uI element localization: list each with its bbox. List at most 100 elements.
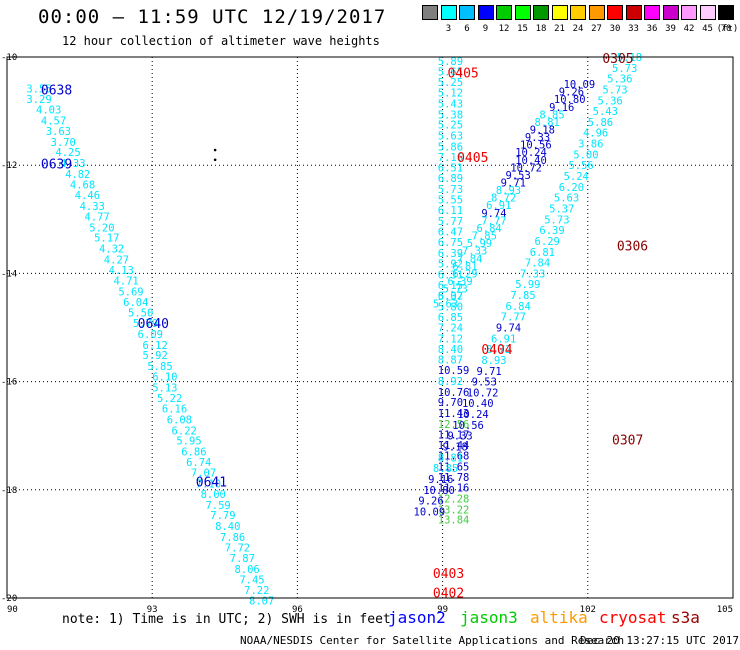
- wave-height-label: 8.40: [438, 344, 463, 356]
- color-scale-label: 18: [535, 24, 547, 34]
- wave-height-label: 7.59: [205, 500, 230, 512]
- wave-height-label: 5.18: [617, 52, 642, 64]
- pass-time-label: 0403: [433, 567, 464, 582]
- wave-height-label: 5.36: [597, 95, 622, 107]
- y-tick-label: -14: [1, 269, 17, 279]
- color-scale-label: 15: [517, 24, 528, 34]
- wave-height-label: 7.24: [438, 323, 463, 335]
- wave-height-label: 4.77: [84, 212, 109, 224]
- wave-height-label: 7.84: [525, 258, 550, 270]
- wave-height-label: 10.24: [457, 409, 489, 421]
- wave-height-label: 8.81: [438, 452, 463, 464]
- wave-height-label: 5.63: [438, 130, 463, 142]
- wave-height-label: 8.92: [438, 376, 463, 388]
- wave-height-label: 9.53: [506, 170, 531, 182]
- wave-height-label: 6.47: [438, 227, 463, 239]
- wave-height-label: 6.31: [438, 269, 463, 281]
- wave-height-label: 7.33: [520, 268, 545, 280]
- pass-time-label: 0405: [457, 151, 488, 166]
- wave-height-label: 4.46: [75, 190, 100, 202]
- wave-height-label: 5.69: [118, 286, 143, 298]
- wave-height-label: 7.33: [462, 246, 487, 258]
- wave-height-label: 5.63: [554, 193, 579, 205]
- wave-height-label: 5.00: [573, 149, 598, 161]
- wave-height-label: 9.74: [481, 208, 506, 220]
- wave-height-label: 6.81: [452, 261, 477, 273]
- wave-height-label: 10.09: [564, 79, 596, 91]
- pass-time-label: 0405: [447, 67, 478, 82]
- color-swatch: [607, 5, 623, 20]
- color-scale-label: 21: [554, 24, 565, 34]
- color-swatch: [625, 5, 642, 20]
- wave-height-label: 9.53: [472, 377, 497, 389]
- wave-height-label: 8.00: [201, 489, 226, 501]
- wave-height-label: 6.84: [476, 223, 501, 235]
- wave-height-label: 10.40: [515, 155, 547, 167]
- wave-height-label: 4.68: [70, 180, 95, 192]
- pass-time-label: 0641: [196, 476, 227, 491]
- wave-height-label: 5.38: [438, 109, 463, 121]
- wave-height-label: 6.09: [138, 329, 163, 341]
- x-tick-label: 90: [7, 605, 18, 615]
- color-swatch: [588, 5, 605, 20]
- color-scale-label: 24: [572, 24, 584, 34]
- wave-height-label: 9.16: [549, 102, 574, 114]
- wave-height-label: 5.36: [607, 74, 632, 86]
- wave-height-label: 3.86: [578, 139, 603, 151]
- wave-height-label: 8.40: [215, 521, 240, 533]
- color-swatch: [440, 5, 457, 20]
- wave-height-label: 5.22: [157, 393, 182, 405]
- wave-height-label: 5.56: [568, 160, 593, 172]
- color-swatch: [570, 5, 586, 20]
- wave-height-label: 4.03: [36, 104, 61, 116]
- wave-height-label: 10.59: [438, 365, 470, 377]
- wave-height-label: 4.33: [60, 158, 85, 170]
- pass-time-label: 0307: [612, 433, 643, 448]
- wave-height-label: 8.06: [234, 564, 259, 576]
- y-tick-label: -18: [1, 486, 17, 496]
- wave-height-label: 5.50: [128, 307, 153, 319]
- wave-height-label: 9.26: [418, 496, 443, 508]
- wave-height-label: 7.77: [481, 215, 506, 227]
- color-scale-label: 39: [665, 24, 676, 34]
- wave-height-label: 6.20: [559, 182, 584, 194]
- wave-height-label: 5.99: [467, 238, 492, 250]
- wave-height-label: 10.80: [423, 485, 455, 497]
- x-tick-label: 93: [147, 605, 158, 615]
- wave-height-label: 4.71: [113, 275, 138, 287]
- color-scale-label: 30: [609, 24, 621, 34]
- wave-height-label: 5.86: [588, 117, 613, 129]
- wave-height-label: 6.74: [186, 457, 211, 469]
- wave-height-label: 8.85: [539, 109, 564, 121]
- timestamp-text: Dec 20 13:27:15 UTC 2017: [580, 634, 739, 647]
- wave-height-label: 7.45: [239, 575, 264, 587]
- wave-height-label: 5.17: [94, 233, 119, 245]
- wave-height-label: 10.56: [452, 420, 484, 432]
- wave-height-label: 7.86: [220, 532, 245, 544]
- legend-s3a: s3a: [671, 608, 700, 627]
- wave-height-label: 9.26: [559, 87, 584, 99]
- wave-height-label: 5.99: [515, 279, 540, 291]
- wave-height-label: 13.22: [438, 504, 470, 516]
- wave-height-label: 5.79: [133, 318, 158, 330]
- x-tick-label: 99: [437, 605, 448, 615]
- wave-height-label: 6.39: [438, 248, 463, 260]
- color-scale-label: 27: [591, 24, 602, 34]
- wave-height-label: 5.80: [438, 301, 463, 313]
- wave-height-label: 7.07: [191, 467, 216, 479]
- wave-height-label: 10.24: [515, 147, 547, 159]
- wave-height-label: 6.29: [452, 268, 477, 280]
- wave-height-label: 4.32: [99, 244, 124, 256]
- x-tick-label: 102: [580, 605, 596, 615]
- pass-time-label: 0638: [41, 83, 72, 98]
- wave-height-label: 7.77: [501, 312, 526, 324]
- wave-height-label: 6.10: [152, 372, 177, 384]
- color-scale-label: 3: [445, 24, 452, 34]
- y-tick-label: -12: [1, 161, 17, 171]
- wave-height-label: 6.22: [172, 425, 197, 437]
- wave-height-label: 5.55: [438, 194, 463, 206]
- wave-height-label: 5.63: [433, 299, 458, 311]
- wave-height-label: 3.63: [46, 126, 71, 138]
- wave-height-label: 6.11: [438, 205, 463, 217]
- wave-height-label: 5.89: [438, 56, 463, 68]
